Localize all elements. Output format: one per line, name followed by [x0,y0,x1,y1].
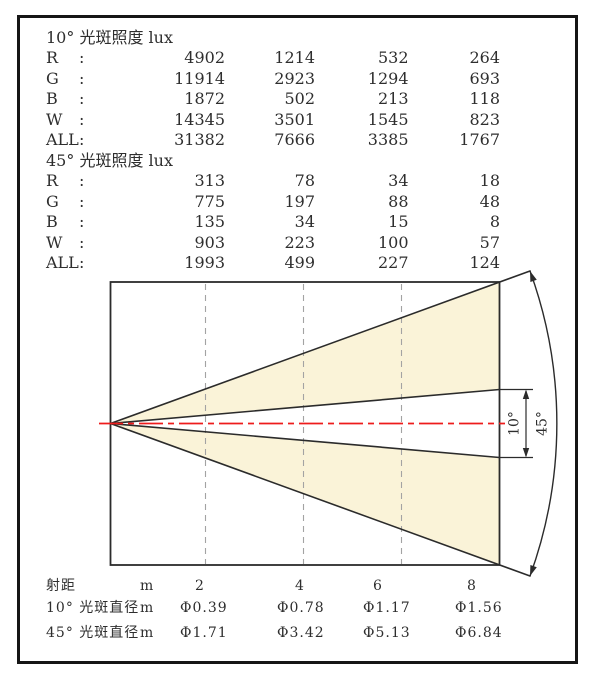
illuminance-value: 118 [469,89,500,108]
illuminance-value: 499 [284,253,315,272]
diameter-row-label: 10° 光斑直径 [46,600,140,616]
dim-arrow-down [522,448,530,458]
illuminance-value: 213 [377,89,409,108]
row-colon: : [79,130,85,149]
illuminance-value: 14345 [174,109,225,129]
illuminance-value: 693 [469,68,500,88]
distance-row-label: 射距 [46,578,76,594]
row-colon: : [79,232,85,252]
row-label: W [46,109,63,129]
row-label: B [46,89,58,108]
diameter-row-label: 45° 光斑直径 [46,625,140,641]
illuminance-value: 1214 [274,48,315,67]
illuminance-value: 100 [377,232,409,252]
row-label: R [46,48,59,67]
diameter-value: Φ1.56 [455,600,503,616]
illuminance-value: 135 [194,212,225,231]
row-colon: : [79,191,85,211]
illuminance-value: 1294 [367,68,409,88]
illuminance-value: 223 [284,232,315,252]
row-label: ALL [46,253,79,272]
diameter-row-unit: m [140,600,155,616]
diameter-value: Φ0.39 [180,600,228,616]
row-colon: : [79,253,85,272]
illuminance-value: 1993 [184,253,225,272]
section-title: 10° 光斑照度 lux [46,28,173,47]
distance-value: 2 [195,578,205,594]
illuminance-value: 227 [377,253,409,272]
diameter-row-unit: m [140,625,155,641]
illuminance-value: 88 [388,191,409,211]
angle-label-10: 10° [507,411,523,436]
row-label: G [46,68,59,88]
distance-value: 8 [467,578,477,594]
illuminance-value: 903 [194,232,225,252]
illuminance-value: 8 [489,212,500,231]
illuminance-value: 18 [479,171,500,190]
illuminance-value: 11914 [174,68,225,88]
illuminance-value: 7666 [274,130,315,149]
illuminance-value: 264 [469,48,500,67]
angle-label-45: 45° [535,411,551,436]
beam-10-lower-edge [109,422,501,459]
row-label: W [46,232,63,252]
illuminance-value: 1872 [184,89,225,108]
illuminance-value: 1767 [459,130,500,149]
arc-arrow-bottom [530,564,537,576]
illuminance-value: 57 [479,232,500,252]
illuminance-value: 48 [479,191,500,211]
illuminance-value: 2923 [274,68,315,88]
illuminance-value: 502 [284,89,315,108]
distance-row-unit: m [140,578,155,594]
dimension-arc-45 [529,270,558,577]
distance-value: 4 [295,578,305,594]
diameter-value: Φ6.84 [455,625,503,641]
row-colon: : [79,89,85,108]
illuminance-value: 313 [194,171,225,190]
row-colon: : [79,212,85,231]
illuminance-value: 3501 [274,109,315,129]
row-label: ALL [46,130,79,149]
row-colon: : [79,68,85,88]
illuminance-value: 34 [388,171,409,190]
section-title: 45° 光斑照度 lux [46,151,173,170]
row-colon: : [79,48,85,67]
illuminance-value: 3385 [367,130,409,149]
beam-45-lower-edge [109,422,531,577]
beam-10-upper-edge [109,388,501,425]
row-label: R [46,171,59,190]
row-colon: : [79,109,85,129]
row-colon: : [79,171,85,190]
illuminance-value: 78 [294,171,315,190]
dim-arrow-up [522,389,530,399]
illuminance-value: 34 [294,212,315,231]
row-label: B [46,212,58,231]
illuminance-value: 775 [194,191,225,211]
diameter-value: Φ0.78 [277,600,325,616]
diameter-value: Φ3.42 [277,625,325,641]
illuminance-value: 197 [284,191,315,211]
diameter-value: Φ1.71 [180,625,228,641]
beam-45-upper-edge [109,270,531,425]
diameter-value: Φ1.17 [363,600,411,616]
diameter-value: Φ5.13 [363,625,411,641]
arc-arrow-top [530,271,537,283]
row-label: G [46,191,59,211]
illuminance-value: 823 [469,109,500,129]
illuminance-value: 532 [377,48,409,67]
illuminance-value: 124 [469,253,500,272]
illuminance-value: 31382 [174,130,225,149]
illuminance-value: 4902 [184,48,225,67]
illuminance-value: 15 [388,212,409,231]
distance-value: 6 [373,578,383,594]
illuminance-value: 1545 [367,109,409,129]
